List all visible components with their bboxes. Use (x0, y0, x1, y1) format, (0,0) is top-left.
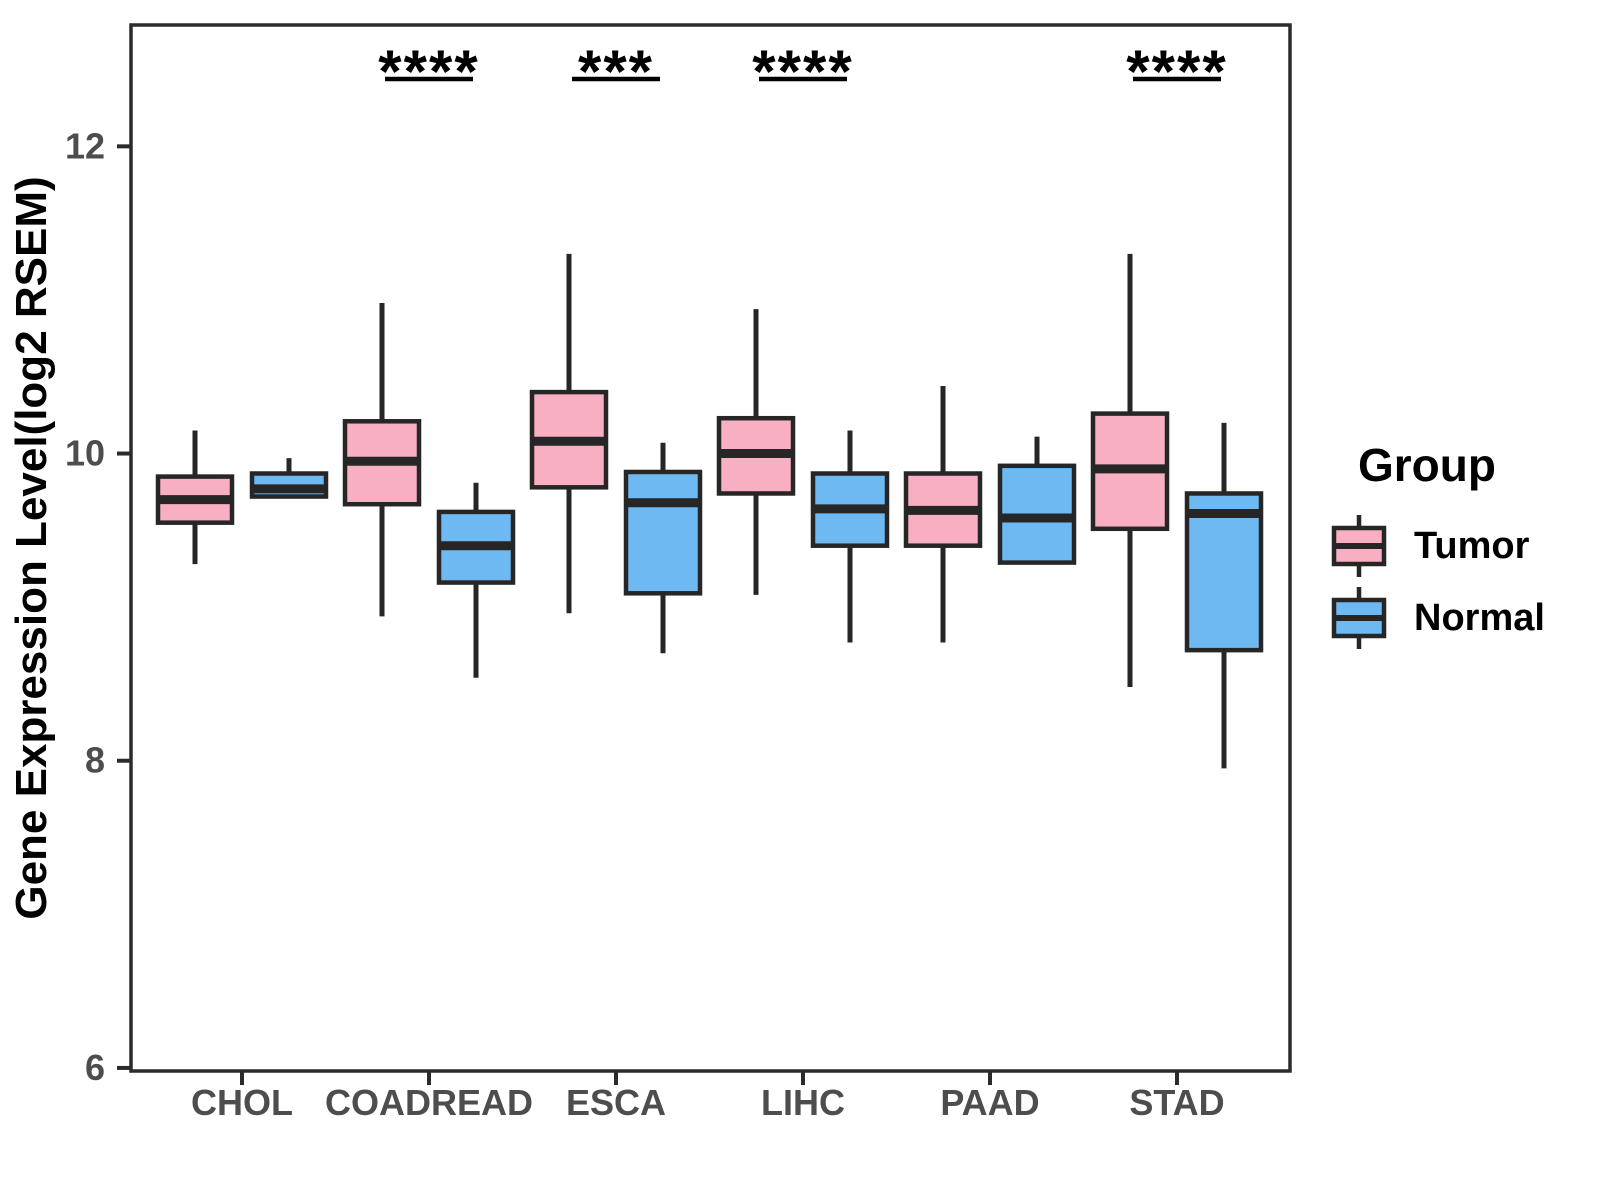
legend-label-tumor: Tumor (1414, 524, 1530, 567)
legend-label-normal: Normal (1414, 596, 1545, 639)
legend-entry-normal: Normal (1330, 582, 1545, 654)
y-tick-label: 12 (65, 125, 105, 166)
plot-panel-border (129, 23, 1292, 1073)
x-tick-label-paad: PAAD (940, 1082, 1039, 1123)
significance-stars-coadread: **** (378, 38, 479, 105)
x-tick-label-coadread: COADREAD (325, 1082, 533, 1123)
box-normal-stad (1184, 491, 1264, 653)
y-tick-label: 10 (65, 433, 105, 474)
y-axis-title: Gene Expression Level(log2 RSEM) (7, 176, 56, 919)
x-tick-label-esca: ESCA (566, 1082, 666, 1123)
legend-entry-tumor: Tumor (1330, 510, 1545, 582)
legend-title: Group (1358, 439, 1496, 491)
box-normal-esca (623, 469, 703, 596)
significance-stars-stad: **** (1126, 38, 1227, 105)
x-tick-label-chol: CHOL (191, 1082, 293, 1123)
legend-key-tumor-icon (1331, 515, 1387, 577)
legend-entries: Tumor Normal (1330, 510, 1545, 654)
y-tick-label: 8 (85, 740, 105, 781)
x-tick-label-stad: STAD (1129, 1082, 1224, 1123)
x-tick-label-lihc: LIHC (761, 1082, 845, 1123)
significance-stars-lihc: **** (752, 38, 853, 105)
legend: Group Tumor Normal (1330, 438, 1545, 654)
y-tick-label: 6 (85, 1047, 105, 1088)
significance-stars-esca: *** (578, 38, 654, 105)
legend-key-normal-icon (1331, 587, 1387, 649)
